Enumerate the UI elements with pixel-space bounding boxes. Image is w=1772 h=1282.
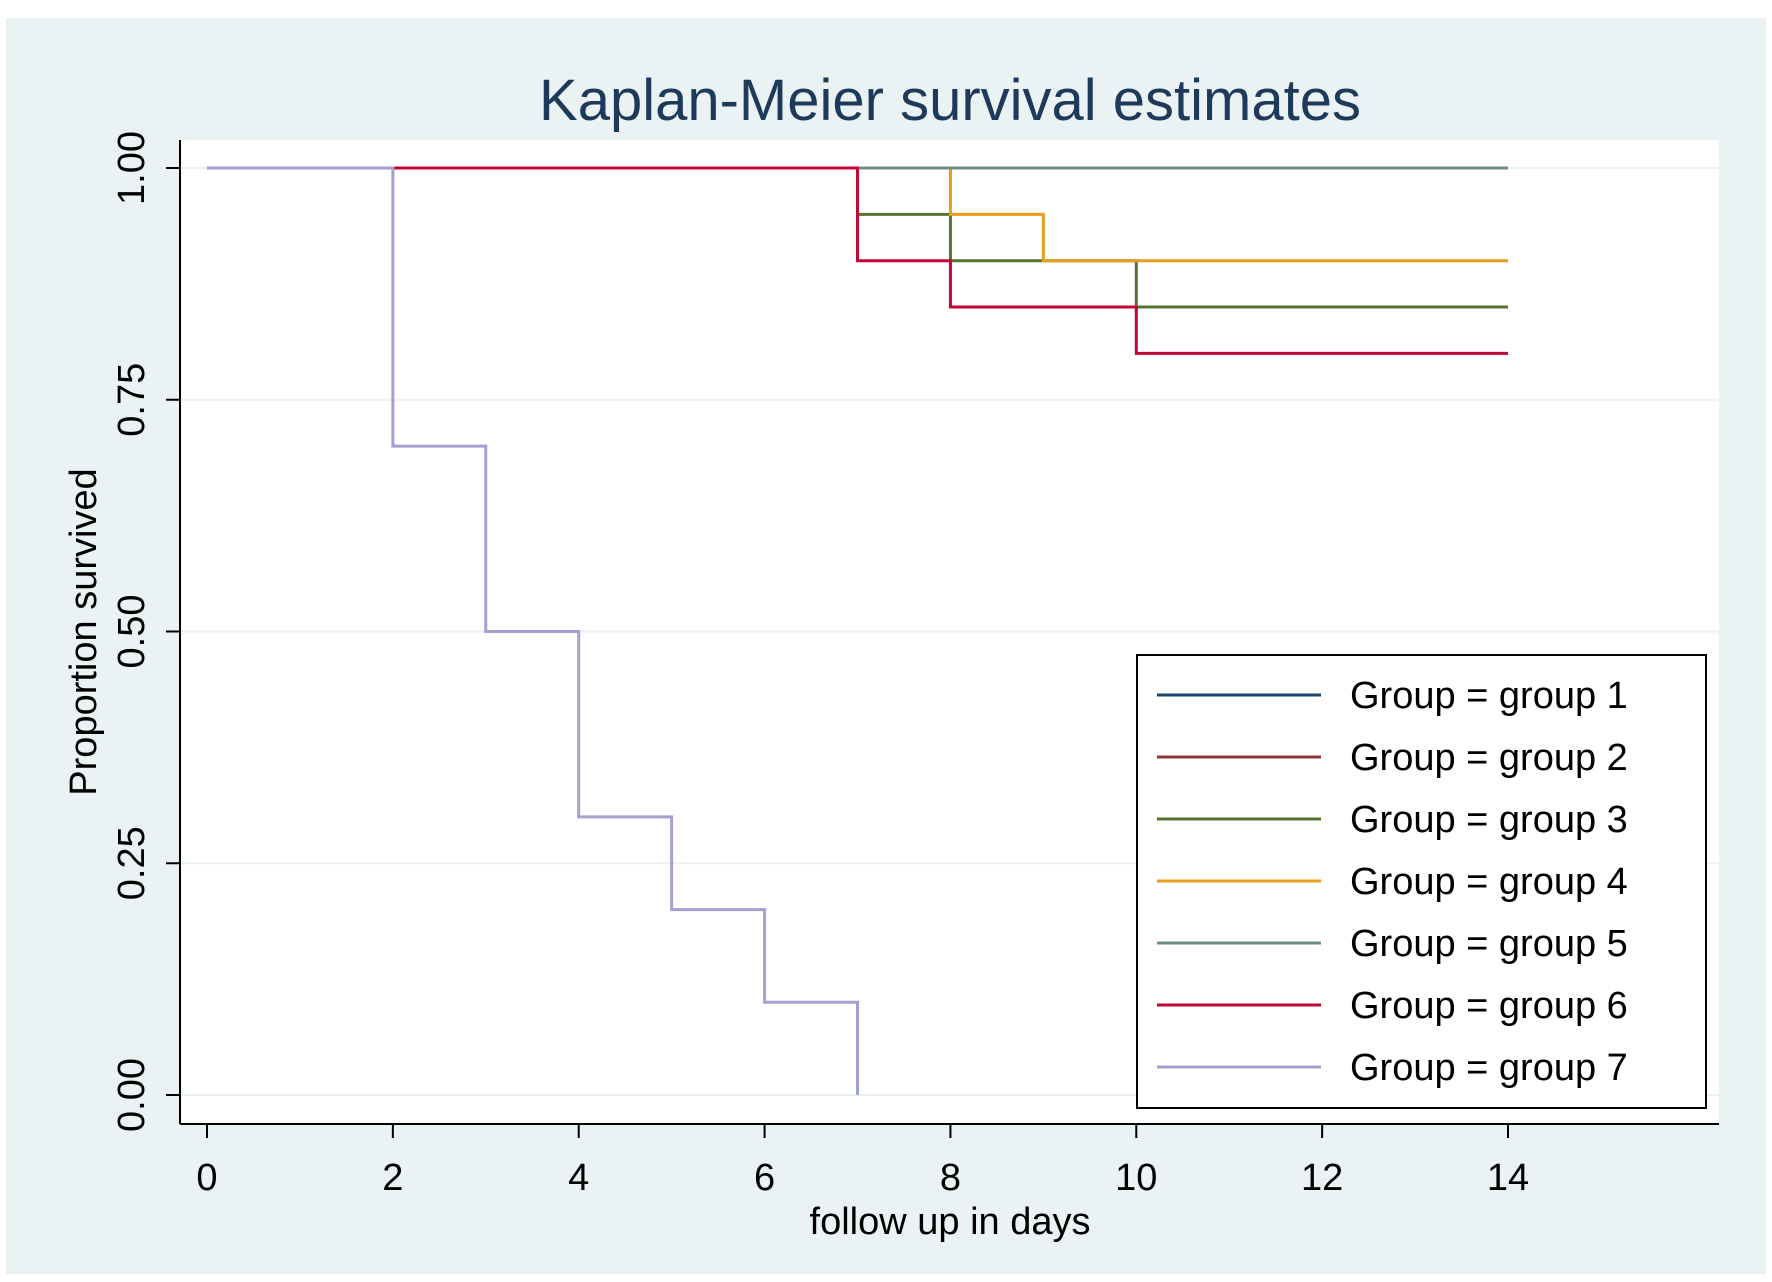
x-tick-label: 6 bbox=[754, 1157, 775, 1199]
x-tick-label: 2 bbox=[382, 1157, 403, 1199]
series-lines bbox=[207, 166, 1508, 1095]
legend-label: Group = group 1 bbox=[1350, 675, 1628, 717]
y-tick-label: 0.25 bbox=[111, 826, 153, 900]
y-axis-label: Proportion survived bbox=[63, 468, 105, 795]
x-axis-label: follow up in days bbox=[810, 1201, 1091, 1243]
x-tick-label: 8 bbox=[940, 1157, 961, 1199]
axis-ticks: 0.00 0.25 0.50 0.75 1.00 0 2 4 6 8 10 12 14 bbox=[111, 131, 1529, 1199]
legend-label: Group = group 5 bbox=[1350, 923, 1628, 965]
y-tick-label: 1.00 bbox=[111, 131, 153, 205]
x-tick-label: 12 bbox=[1301, 1157, 1343, 1199]
x-tick-label: 10 bbox=[1115, 1157, 1157, 1199]
chart-title: Kaplan-Meier survival estimates bbox=[539, 68, 1361, 133]
legend-label: Group = group 6 bbox=[1350, 985, 1628, 1027]
legend-label: Group = group 3 bbox=[1350, 799, 1628, 841]
series-line-group-6 bbox=[207, 166, 1508, 355]
legend-label: Group = group 7 bbox=[1350, 1047, 1628, 1089]
y-tick-label: 0.00 bbox=[111, 1058, 153, 1132]
y-tick-label: 0.50 bbox=[111, 595, 153, 669]
x-tick-label: 14 bbox=[1487, 1157, 1529, 1199]
x-tick-label: 0 bbox=[196, 1157, 217, 1199]
y-tick-label: 0.75 bbox=[111, 363, 153, 437]
x-tick-label: 4 bbox=[568, 1157, 589, 1199]
legend-label: Group = group 4 bbox=[1350, 861, 1628, 903]
series-line-group-7 bbox=[207, 166, 859, 1095]
legend-label: Group = group 2 bbox=[1350, 737, 1628, 779]
legend: Group = group 1 Group = group 2 Group = gr… bbox=[1157, 675, 1628, 1089]
